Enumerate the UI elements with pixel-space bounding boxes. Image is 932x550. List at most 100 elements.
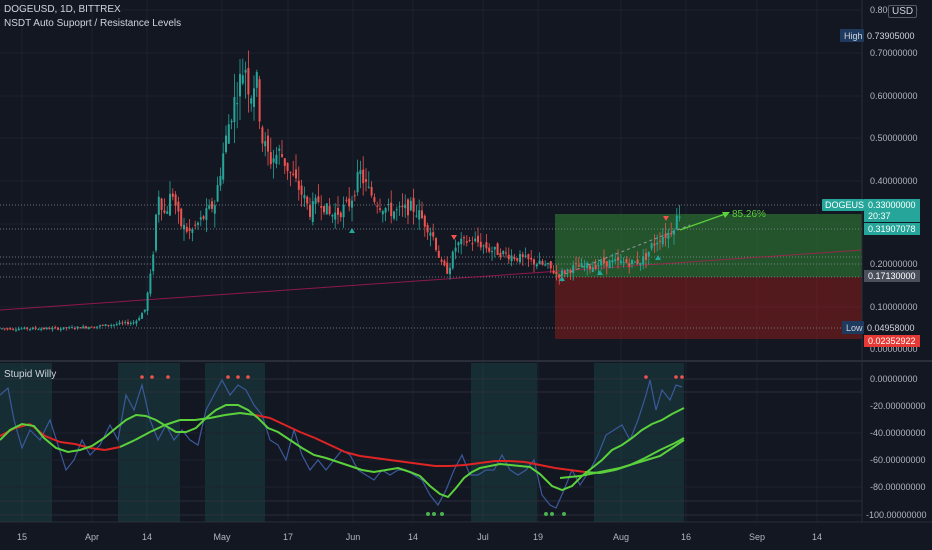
candle-body [152, 254, 155, 272]
oscillator-signal-segment [224, 412, 241, 416]
candle-body [191, 228, 194, 233]
oscillator-signal-segment [374, 457, 391, 461]
target-arrowhead [722, 212, 730, 218]
symbol-title[interactable]: DOGEUSD, 1D, BITTREX [4, 4, 121, 15]
oscillator-signal-segment [194, 417, 211, 421]
candle-body [575, 263, 577, 265]
candle-body [174, 194, 177, 206]
oscillator-signal-segment [389, 459, 406, 463]
candle-body [90, 326, 93, 328]
candle-body [583, 266, 586, 268]
candle-body [351, 200, 353, 208]
candle-body [603, 257, 605, 264]
oscillator-signal-segment [554, 467, 571, 471]
candle-body [454, 247, 457, 252]
candle-body [645, 253, 647, 261]
candle-body [62, 327, 65, 330]
candle-body [194, 224, 197, 226]
candle-body [580, 263, 583, 267]
candle-body [670, 232, 673, 235]
price-tick: 0.20000000 [870, 259, 918, 269]
candle-body [636, 259, 639, 264]
candle-body [325, 203, 328, 215]
candle-body [502, 251, 505, 254]
price-tick: 0.00000000 [870, 344, 918, 354]
candle-body [608, 260, 611, 269]
candle-body [437, 250, 440, 258]
sell-signal-icon [451, 235, 457, 240]
oscillator-bands [0, 363, 684, 522]
buy-signal-icon [655, 255, 661, 260]
oscillator-signal-segment [659, 442, 676, 451]
candle-body [412, 197, 415, 212]
candle-body [269, 152, 272, 165]
candlestick-series [1, 50, 681, 333]
candle-body [258, 79, 261, 122]
candle-body [457, 242, 460, 246]
candle-body [614, 259, 617, 262]
candle-body [367, 186, 370, 188]
indicator-title[interactable]: NSDT Auto Supoprt / Resistance Levels [4, 18, 182, 29]
candle-body [317, 196, 320, 203]
candle-body [15, 329, 17, 331]
oscillator-signal-segment [449, 464, 466, 467]
candle-body [409, 200, 412, 211]
candle-body [306, 196, 309, 204]
candle-body [79, 327, 82, 329]
svg-text:0.02352922: 0.02352922 [868, 336, 916, 346]
candle-body [611, 260, 614, 263]
candle-body [460, 238, 463, 245]
time-tick: 19 [533, 532, 543, 542]
candle-body [107, 324, 110, 326]
price-axis[interactable]: 0.80000000 0.70000000 0.60000000 0.50000… [870, 5, 918, 354]
candle-body [320, 206, 323, 208]
candle-body [591, 267, 594, 273]
oscillator-signal-segment [44, 435, 61, 443]
candle-body [549, 261, 552, 269]
candle-body [359, 170, 362, 175]
candle-body [57, 327, 59, 330]
candle-body [659, 240, 661, 242]
oscillator-signal-segment [164, 419, 181, 426]
candle-body [297, 180, 300, 190]
candle-body [96, 326, 99, 328]
price-tick: 0.40000000 [870, 176, 918, 186]
lower-indicator-title[interactable]: Stupid Willy [4, 369, 57, 380]
candle-body [20, 328, 23, 330]
candle-body [264, 141, 267, 147]
svg-text:0.04958000: 0.04958000 [867, 323, 915, 333]
candle-body [23, 327, 26, 329]
oscillator-signal-segment [284, 424, 301, 433]
candle-body [477, 235, 479, 243]
candle-body [600, 260, 603, 266]
candle-body [505, 252, 507, 254]
candle-body [558, 274, 561, 278]
candle-body [678, 216, 681, 218]
candle-body [401, 205, 404, 208]
osc-tick: 0.00000000 [870, 374, 918, 384]
candle-body [43, 327, 45, 329]
oscillator-axis[interactable]: 0.00000000 -20.00000000 -40.00000000 -60… [866, 374, 927, 520]
candle-body [292, 173, 295, 176]
candle-body [110, 325, 113, 327]
currency-badge[interactable]: USD [888, 5, 918, 18]
candle-body [451, 251, 454, 269]
oscillator-signal-segment [134, 431, 151, 441]
oscillator-signal-segment [299, 431, 316, 439]
oscillator-signal-segment [329, 444, 346, 453]
oscillator-signal-segment [644, 449, 661, 459]
time-axis[interactable]: 15 Apr 14 May 17 Jun 14 Jul 19 Aug 16 Se… [17, 532, 822, 542]
candle-body [664, 233, 667, 238]
candle-body [51, 327, 54, 330]
buy-signal-icon [597, 270, 603, 275]
oscillator-signal-segment [479, 460, 496, 464]
candle-body [370, 186, 373, 196]
candle-body [275, 154, 278, 164]
time-tick: Jun [346, 532, 361, 542]
candle-body [236, 103, 239, 105]
candle-body [432, 232, 435, 237]
price-tick: 0.10000000 [870, 302, 918, 312]
buy-signal-icon [559, 276, 565, 281]
loss-zone [555, 277, 862, 339]
